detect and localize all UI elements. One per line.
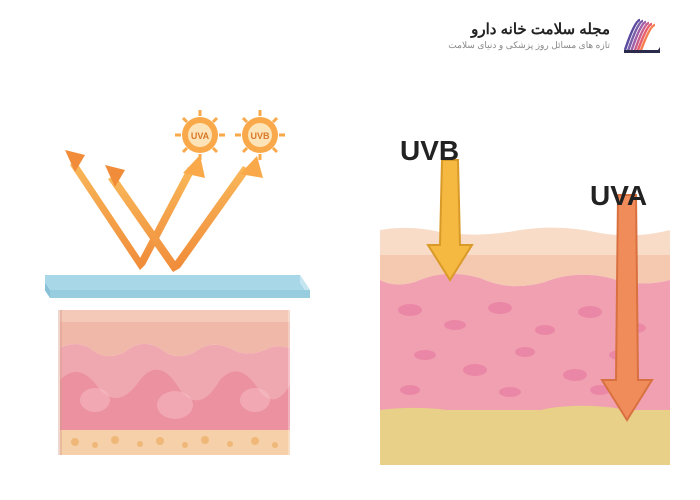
sun-uva-icon: UVA <box>175 110 225 160</box>
logo-subtitle: تازه های مسائل روز پزشکی و دنیای سلامت <box>448 40 610 51</box>
sunscreen-shield-icon <box>45 275 310 298</box>
logo-title: مجله سلامت خانه دارو <box>448 20 610 38</box>
logo-header: مجله سلامت خانه دارو تازه های مسائل روز … <box>448 15 670 55</box>
skin-block-left <box>58 310 292 455</box>
logo-text-block: مجله سلامت خانه دارو تازه های مسائل روز … <box>448 20 610 51</box>
book-pages-icon <box>620 15 670 55</box>
uvb-label: UVB <box>400 135 459 167</box>
sun-uvb-label: UVB <box>250 131 270 141</box>
diagram-sunscreen-protection: UVA UVB <box>45 100 325 480</box>
reflecting-arrows-icon <box>65 150 263 272</box>
uva-label: UVA <box>590 180 647 212</box>
sun-uva-label: UVA <box>191 131 210 141</box>
sun-uvb-icon: UVB <box>235 110 285 160</box>
